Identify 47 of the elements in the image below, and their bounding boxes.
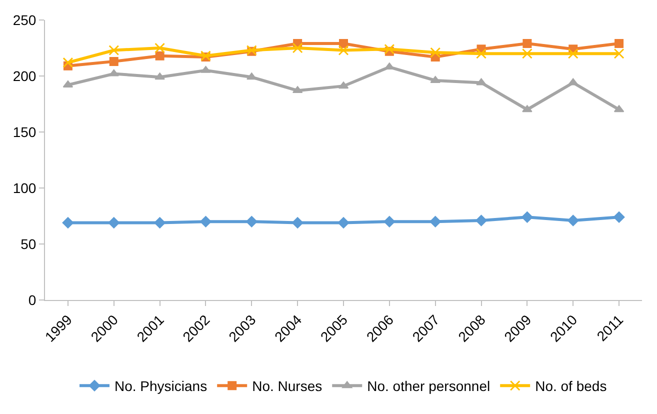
point: [384, 44, 395, 54]
y-tick-label: 50: [20, 236, 36, 252]
point: [476, 214, 487, 226]
point: [384, 216, 396, 228]
point: [338, 217, 350, 228]
point: [246, 216, 258, 228]
point: [108, 217, 120, 228]
legend-label: No. Nurses: [252, 378, 322, 394]
point: [568, 78, 578, 86]
point: [154, 217, 166, 228]
y-tick-label: 150: [12, 124, 36, 140]
point: [246, 72, 257, 80]
point: [338, 44, 349, 56]
point: [109, 56, 118, 66]
point: [200, 216, 212, 228]
y-tick-label: 100: [12, 180, 36, 196]
y-tick-label: 250: [12, 12, 36, 28]
point: [62, 57, 74, 68]
point: [614, 48, 624, 59]
point: [522, 105, 532, 112]
point: [522, 48, 532, 59]
point: [522, 39, 532, 48]
point: [292, 217, 304, 228]
legend-label: No. Physicians: [114, 378, 208, 394]
point: [155, 51, 164, 60]
point: [292, 42, 303, 54]
point: [613, 211, 625, 223]
legend-label: No. other personnel: [367, 378, 490, 394]
legend-label: No. of beds: [535, 378, 607, 394]
point: [339, 39, 348, 48]
point: [154, 42, 166, 54]
point: [568, 48, 578, 59]
point: [430, 216, 442, 228]
point: [200, 66, 211, 73]
point: [430, 47, 441, 58]
point: [108, 44, 120, 56]
point: [476, 48, 487, 59]
point: [567, 214, 579, 226]
point: [521, 211, 533, 223]
y-tick-label: 200: [12, 68, 36, 84]
point: [108, 69, 119, 76]
point: [430, 76, 440, 83]
point: [62, 217, 74, 228]
point: [154, 72, 165, 80]
y-tick-label: 0: [28, 292, 36, 308]
point: [476, 78, 486, 86]
point: [614, 39, 624, 48]
